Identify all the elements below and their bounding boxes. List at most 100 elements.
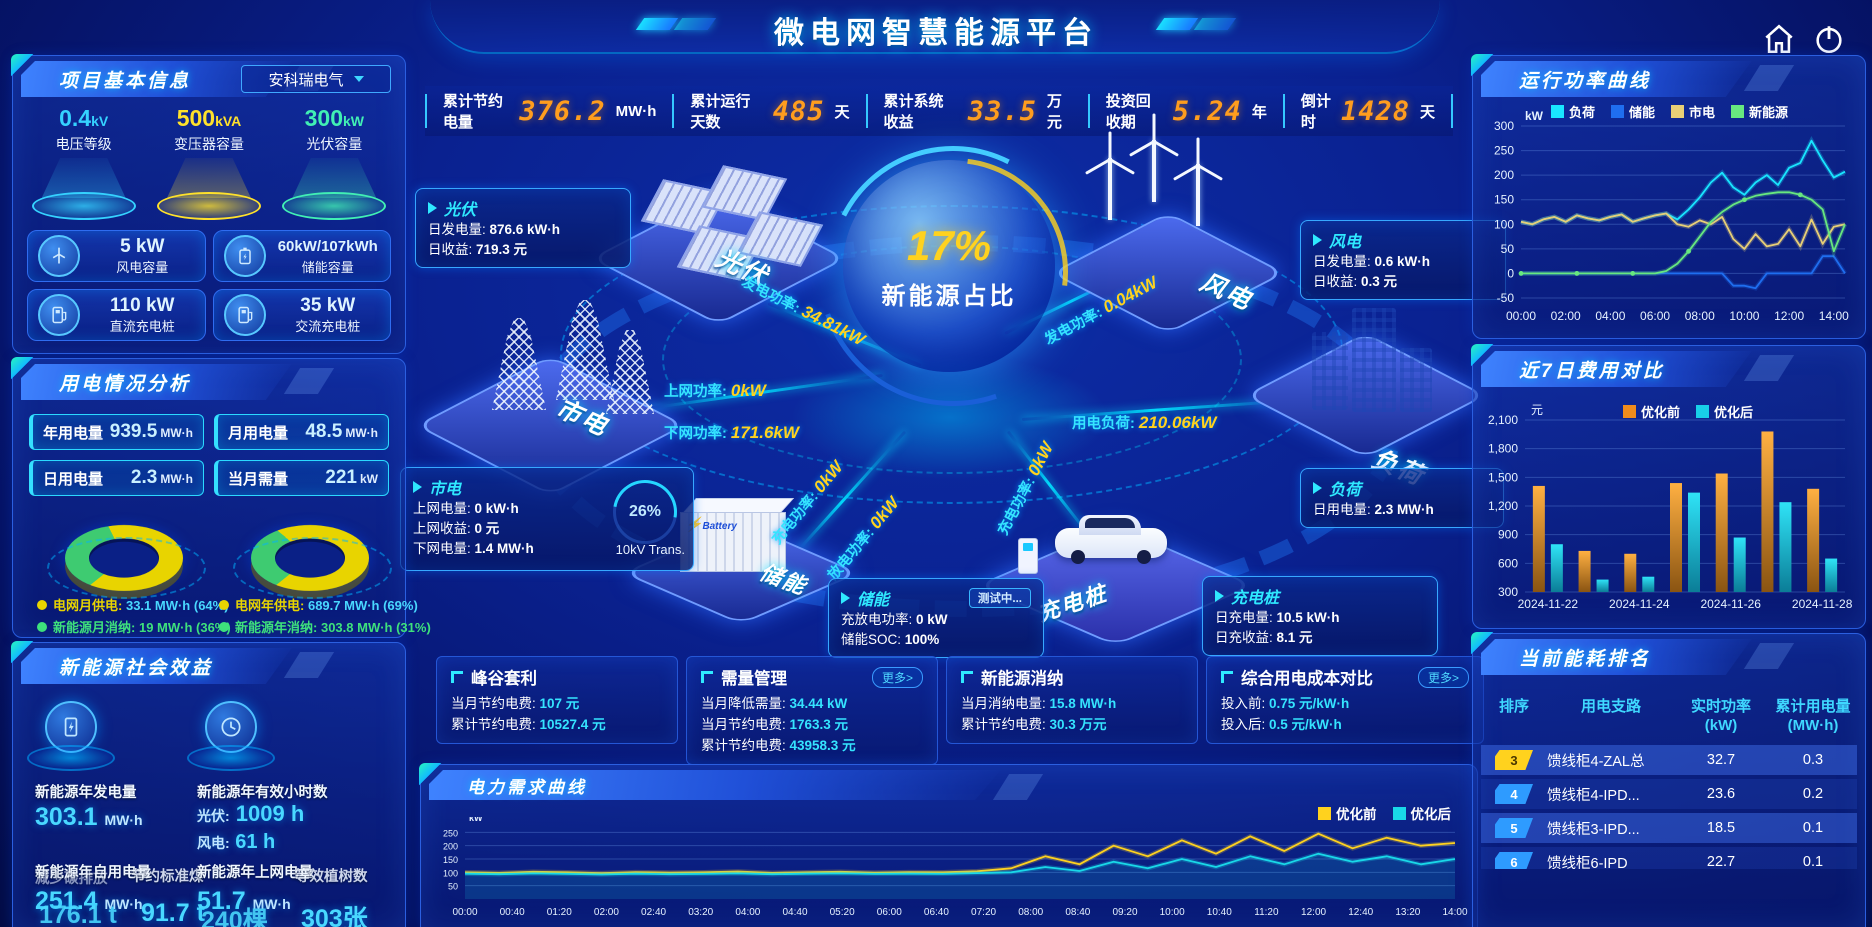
kpi-item-0: 累计节约电量 376.2 MW·h [425,93,672,131]
total-energy: 0.2 [1802,786,1824,802]
info-row: 日发电量: 0.6 kW·h [1313,254,1431,269]
project-info-panel: 项目基本信息 安科瑞电气 0.4kV 电压等级 500kVA 变压器容量 300… [11,54,406,354]
storage-info-box: 储能 测试中... 充放电功率: 0 kW 储能SOC: 100% [828,578,1044,658]
benefit-trees-label: 等效植树数 [295,869,368,885]
flow-label-down-power: 下网功率: 171.6kW [664,423,799,442]
home-icon[interactable] [1762,22,1796,56]
load-info-box: 负荷 日用电量: 2.3 MW·h [1300,468,1504,528]
stat-row: 累计节约电费: 30.3 万元 [961,717,1107,732]
chevron-right-icon [1215,590,1224,602]
svg-text:08:00: 08:00 [1018,907,1043,918]
svg-text:08:00: 08:00 [1685,309,1715,323]
donut-deco-ring [47,537,206,599]
donut-legend-item: 新能源年消纳: 303.8 MW·h (31%) [219,617,431,636]
battery-icon [223,235,266,277]
power-curve-chart: 300 250 200 150 100 50 0 -50 kW 00:00 02:00 04:00 06… [1479,100,1859,332]
ranking-row-4[interactable]: 4 馈线柜4-IPD... 23.6 0.2 [1481,779,1857,809]
donut-deco-ring [233,537,392,599]
cost-compare-chart: 2,100 1,800 1,500 1,200 900 600 300 元 2024-11-22… [1479,392,1859,622]
benefit-hours-wind: 风电: 61 h [197,831,276,853]
svg-text:06:00: 06:00 [877,907,902,918]
info-row: 上网收益: 0 元 [413,521,500,536]
ranking-panel: 当前能耗排名 排序 用电支路 实时功率 (kW) 累计用电量 (MW·h) 3 馈线柜… [1471,632,1866,927]
capacity-card-2: 110 kW 直流充电桩 [27,289,206,341]
stat-row: 累计节约电费: 43958.3 元 [701,738,856,753]
stat-row: 当月节约电费: 107 元 [451,696,580,711]
benefit-carbon-value: 176.1 t [39,901,117,927]
benefit-coal-value: 91.7 t [141,899,205,927]
benefit-coal-label: 节约标准煤 [131,869,204,885]
svg-text:10:40: 10:40 [1207,907,1232,918]
wind-turbine-icon [1173,137,1223,226]
svg-text:250: 250 [1494,144,1514,158]
legend-item: 储能 [1611,102,1655,121]
flow-label-load-power: 用电负荷: 210.06kW [1072,413,1217,432]
donut-legend-item: 新能源月消纳: 19 MW·h (36%) [37,617,231,636]
svg-text:07:20: 07:20 [971,907,996,918]
total-energy: 0.1 [1802,854,1824,869]
corner-mark-icon [451,671,463,683]
ranking-column-header: 累计用电量 (MW·h) [1775,698,1851,734]
ranking-table-body: 3 馈线柜4-ZAL总 32.7 0.3 4 馈线柜4-IPD... 23.6 0… [1481,745,1857,869]
stat-row: 当月消纳电量: 15.8 MW·h [961,696,1117,711]
svg-text:2,100: 2,100 [1488,413,1518,427]
svg-text:2024-11-24: 2024-11-24 [1609,597,1670,611]
more-button[interactable]: 更多> [1417,666,1469,688]
svg-text:10:00: 10:00 [1160,907,1185,918]
legend-item: 新能源 [1731,102,1788,121]
info-row: 日充收益: 8.1 元 [1215,630,1313,645]
stat-row: 投入后: 0.5 元/kW·h [1221,717,1342,732]
rank-badge: 6 [1495,852,1533,869]
ranking-column-header: 实时功率 (kW) [1690,698,1751,734]
stat-row: 投入前: 0.75 元/kW·h [1221,696,1350,711]
svg-text:00:00: 00:00 [452,907,477,918]
benefit-togrid-value: 51.7 MW·h [197,887,291,915]
chevron-right-icon [413,481,422,493]
company-dropdown[interactable]: 安科瑞电气 [241,65,391,93]
stat-row: 当月节约电费: 1763.3 元 [701,717,849,732]
renewable-share-percent: 17% [906,221,992,269]
more-button[interactable]: 更多> [871,666,923,688]
benefit-carbon-label: 减少碳排放 [35,871,108,887]
panel-title: 电力需求曲线 [467,777,587,797]
svg-text:100: 100 [443,868,458,878]
svg-text:12:40: 12:40 [1348,907,1373,918]
corner-mark-icon [701,671,713,683]
info-row: 下网电量: 1.4 MW·h [413,541,534,556]
legend-item: 负荷 [1551,102,1595,121]
pv-info-box: 光伏 日发电量: 876.6 kW·h 日收益: 719.3 元 [415,188,631,268]
dc-charger-icon [38,294,80,336]
svg-text:10:00: 10:00 [1729,309,1759,323]
capacity-card-3: 35 kW 交流充电桩 [212,289,391,341]
kpi-bar: 累计节约电量 376.2 MW·h 累计运行天数 485 天累计系统收益 33.5 万元 投资回… [425,86,1453,136]
svg-text:08:40: 08:40 [1065,907,1090,918]
building-icon [1400,348,1432,412]
peak-valley-box: 峰谷套利 当月节约电费: 107 元累计节约电费: 10527.4 元 [436,656,678,744]
svg-text:02:00: 02:00 [1551,309,1581,323]
info-row: 日用电量: 2.3 MW·h [1313,502,1434,517]
usage-stats: 年用电量 939.5 MW·h 月用电量 48.5 MW·h 日用电量 2.3 MW·h 当月需量… [13,400,405,496]
svg-text:04:40: 04:40 [782,907,807,918]
realtime-power: 22.7 [1706,854,1736,869]
cost-chart-legend: 优化前 优化后 [1623,402,1753,421]
ranking-row-3[interactable]: 3 馈线柜4-ZAL总 32.7 0.3 [1481,745,1857,775]
power-chart-legend: 负荷 储能 市电 新能源 [1551,102,1788,121]
svg-text:09:20: 09:20 [1112,907,1137,918]
rank-badge: 4 [1495,784,1533,804]
legend-item: 市电 [1671,102,1715,121]
benefit-gen-label: 新能源年发电量 [35,785,137,801]
storage-test-button[interactable]: 测试中... [968,588,1031,608]
legend-item: 优化后 [1392,803,1451,823]
svg-text:03:20: 03:20 [688,907,713,918]
ranking-row-5[interactable]: 5 馈线柜3-IPD... 18.5 0.1 [1481,813,1857,843]
kpi-item-3: 投资回收期 5.24 年 [1087,93,1283,131]
svg-text:元: 元 [1531,403,1543,417]
realtime-power: 32.7 [1706,752,1736,768]
ranking-row-6[interactable]: 6 馈线柜6-IPD 22.7 0.1 [1481,847,1857,869]
power-icon[interactable] [1812,22,1846,56]
chevron-down-icon [353,76,364,82]
svg-text:14:00: 14:00 [1442,907,1467,918]
svg-text:900: 900 [1498,528,1518,542]
svg-text:12:00: 12:00 [1301,907,1326,918]
battery-container-icon: ⚡Battery [680,512,786,572]
